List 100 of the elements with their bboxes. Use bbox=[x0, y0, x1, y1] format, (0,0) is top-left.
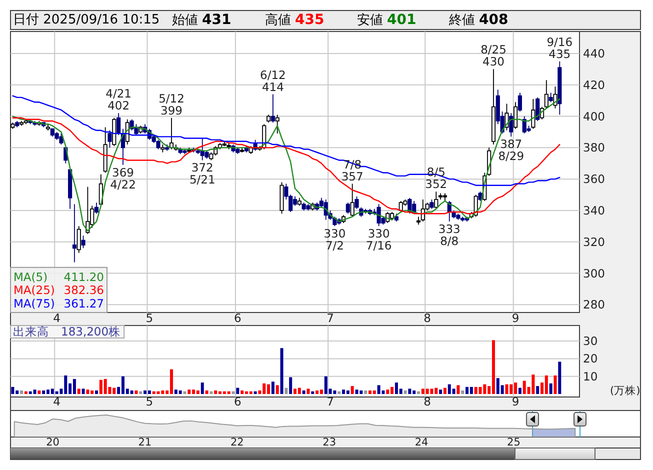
annotation: 6/12 414 bbox=[260, 68, 286, 94]
annotation: 369 4/22 bbox=[110, 165, 136, 192]
candlestick bbox=[116, 112, 121, 136]
bar bbox=[210, 391, 213, 394]
candlestick bbox=[536, 96, 540, 122]
bar bbox=[430, 388, 434, 394]
bar bbox=[271, 382, 274, 394]
bar bbox=[483, 384, 486, 394]
y-axis-title: (万株) bbox=[610, 384, 640, 397]
text: 高値 435 bbox=[265, 12, 324, 28]
annotation: 387 8/29 bbox=[498, 137, 524, 164]
candlestick bbox=[68, 169, 72, 210]
bar bbox=[439, 390, 442, 394]
candlestick bbox=[442, 192, 448, 202]
y-tick-label: 10 bbox=[583, 369, 598, 384]
bar bbox=[95, 390, 98, 394]
annotation: 330 7/2 bbox=[324, 226, 346, 253]
annotation: 330 7/16 bbox=[366, 226, 392, 253]
bar bbox=[298, 388, 301, 394]
x-tick-label: 4 bbox=[53, 394, 60, 408]
bar bbox=[284, 388, 288, 394]
bar bbox=[196, 390, 200, 394]
x-tick-label: 5 bbox=[146, 394, 154, 408]
bar bbox=[306, 388, 310, 394]
candlestick bbox=[434, 191, 438, 210]
candlestick bbox=[19, 120, 24, 126]
bar bbox=[130, 390, 134, 394]
bar bbox=[178, 390, 182, 394]
candlestick bbox=[430, 199, 434, 210]
bar bbox=[320, 390, 323, 394]
annotation: 372 5/21 bbox=[189, 160, 216, 187]
bar bbox=[426, 388, 429, 394]
candlestick bbox=[275, 114, 280, 134]
candlestick bbox=[416, 216, 421, 226]
annotation: 5/12 399 bbox=[158, 91, 184, 118]
bar bbox=[452, 388, 456, 394]
annotation: 9/16 435 bbox=[546, 34, 573, 61]
x-tick-label: 7 bbox=[326, 394, 334, 408]
candlestick bbox=[156, 139, 160, 150]
bar bbox=[11, 386, 14, 394]
bar bbox=[456, 385, 460, 394]
candlestick bbox=[266, 114, 271, 123]
bar bbox=[280, 348, 284, 394]
bar bbox=[205, 390, 208, 394]
bar bbox=[214, 390, 218, 394]
bar bbox=[249, 391, 252, 394]
candlestick bbox=[509, 112, 514, 138]
bar bbox=[183, 391, 186, 394]
bar bbox=[86, 390, 90, 394]
bar bbox=[188, 390, 191, 394]
bar bbox=[254, 391, 257, 394]
bar bbox=[42, 390, 46, 394]
text: 日付 2025/09/16 10:15 bbox=[13, 12, 160, 28]
text: MA(25) 382.36 bbox=[14, 283, 104, 298]
text: 始値 431 bbox=[172, 12, 232, 28]
annotation: 8/25 430 bbox=[480, 42, 506, 69]
candlestick bbox=[306, 204, 310, 211]
candlestick bbox=[514, 102, 518, 130]
y-tick-label: 380 bbox=[583, 140, 605, 155]
y-tick-label: 440 bbox=[583, 46, 605, 60]
bar bbox=[104, 378, 107, 394]
bar bbox=[355, 390, 358, 394]
bar bbox=[386, 390, 390, 394]
y-tick-label: 320 bbox=[583, 234, 605, 249]
bar bbox=[289, 377, 292, 394]
bar bbox=[232, 391, 235, 394]
bar bbox=[478, 386, 482, 394]
bar bbox=[536, 386, 540, 394]
candlestick bbox=[165, 144, 170, 152]
x-tick-label: 6 bbox=[234, 311, 242, 325]
candlestick bbox=[182, 148, 187, 154]
x-tick-label: 8 bbox=[424, 311, 431, 325]
bar bbox=[302, 390, 306, 394]
bar bbox=[82, 388, 85, 394]
bar bbox=[364, 390, 368, 394]
text: 安値 401 bbox=[357, 12, 416, 28]
x-tick-label: 4 bbox=[53, 311, 60, 325]
bar bbox=[470, 386, 473, 394]
candlestick bbox=[544, 80, 548, 109]
bar bbox=[236, 388, 240, 394]
x-tick-label: 6 bbox=[234, 394, 242, 408]
bar bbox=[276, 385, 279, 394]
x-tick-label: 9 bbox=[512, 311, 520, 325]
bar bbox=[77, 388, 80, 394]
bar bbox=[161, 390, 164, 394]
bar bbox=[55, 391, 58, 394]
annotation: 333 8/8 bbox=[438, 222, 460, 248]
candlestick bbox=[346, 202, 350, 214]
bar bbox=[139, 391, 142, 394]
candlestick bbox=[81, 235, 86, 249]
candlestick bbox=[297, 197, 302, 206]
candlestick bbox=[24, 118, 28, 125]
candlestick bbox=[103, 126, 108, 174]
candlestick bbox=[76, 226, 81, 254]
bar bbox=[24, 391, 28, 394]
x-tick-label: 7 bbox=[326, 311, 334, 325]
bar bbox=[408, 388, 412, 394]
bar bbox=[333, 390, 336, 394]
bar bbox=[134, 390, 138, 394]
bar bbox=[316, 390, 319, 394]
